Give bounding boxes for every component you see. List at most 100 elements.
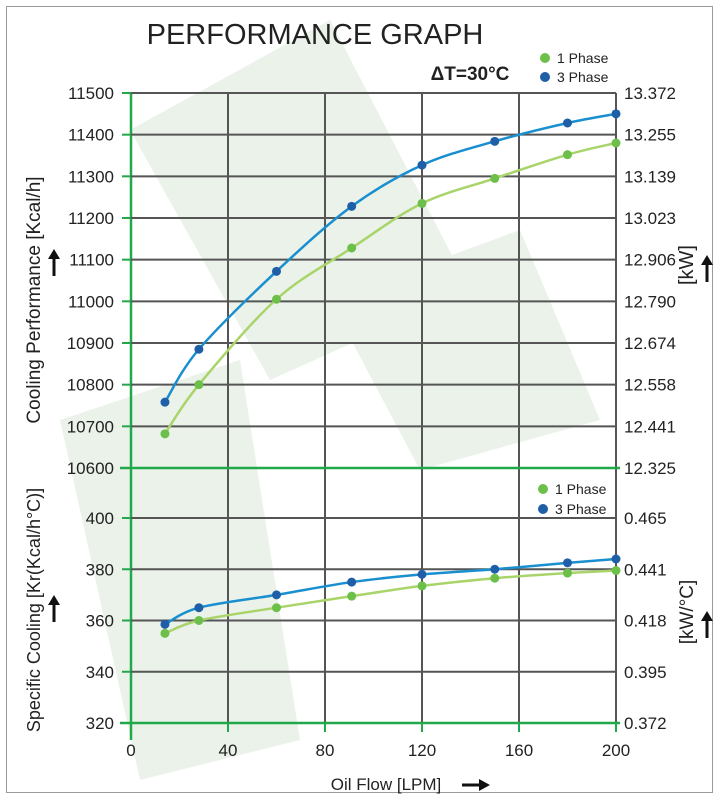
y-tick-label: 11200 bbox=[68, 209, 114, 228]
cooling-phase3-point bbox=[490, 136, 500, 146]
cooling-phase1-point bbox=[194, 380, 204, 390]
cooling-phase3-point bbox=[272, 266, 281, 276]
y-tick-label: 10800 bbox=[67, 376, 114, 395]
bottom-right-axis-title: [kW/°C] bbox=[677, 580, 698, 645]
x-axis-title: Oil Flow [LPM] bbox=[331, 775, 442, 794]
watermark-band-3 bbox=[330, 230, 600, 470]
y-tick-label: 11500 bbox=[68, 84, 114, 103]
cooling-phase3-point bbox=[611, 109, 621, 119]
legend-bottom-phase1-marker bbox=[538, 484, 548, 494]
x-tick-label: 200 bbox=[602, 741, 630, 760]
y-tick-label: 10600 bbox=[67, 459, 114, 478]
specific-phase3-point bbox=[417, 569, 427, 579]
legend-top-phase3-marker bbox=[540, 72, 550, 82]
legend-bottom-phase3-marker bbox=[538, 504, 548, 514]
cooling-phase1-point bbox=[611, 138, 621, 148]
cooling-phase3-point bbox=[160, 397, 170, 407]
cooling-phase1-point bbox=[160, 429, 170, 439]
x-tick-label: 120 bbox=[408, 741, 436, 760]
y-tick-label: 340 bbox=[86, 663, 114, 682]
specific-phase3-line bbox=[164, 557, 617, 626]
y-tick-label: 11400 bbox=[68, 126, 114, 145]
x-tick-label: 40 bbox=[219, 741, 238, 760]
y-right-tick-label: 12.441 bbox=[624, 417, 676, 436]
y-right-tick-label: 0.418 bbox=[624, 612, 667, 631]
y-tick-label: 10700 bbox=[67, 417, 114, 436]
specific-phase3-point bbox=[563, 558, 572, 568]
specific-phase1-point bbox=[563, 568, 572, 578]
cooling-phase1-point bbox=[347, 243, 357, 253]
specific-phase3-point bbox=[160, 619, 170, 629]
up-arrow-icon bbox=[701, 611, 713, 638]
specific-phase3-point bbox=[490, 564, 500, 574]
y-right-tick-label: 12.674 bbox=[624, 334, 676, 353]
cooling-phase3-point bbox=[417, 160, 427, 170]
specific-phase1-point bbox=[347, 591, 357, 601]
legend-bottom-phase3-label: 3 Phase bbox=[555, 501, 607, 517]
right-arrow-icon bbox=[462, 779, 490, 791]
y-right-tick-label: 12.790 bbox=[624, 292, 676, 311]
cooling-phase3-line bbox=[163, 112, 617, 403]
bottom-left-axis-title: Specific Cooling [Kr(Kcal/h°C)] bbox=[24, 488, 44, 732]
y-tick-label: 320 bbox=[86, 714, 114, 733]
arrow-icons bbox=[48, 249, 713, 791]
y-right-tick-label: 13.255 bbox=[624, 126, 676, 145]
x-tick-label: 160 bbox=[505, 741, 533, 760]
specific-phase1-point bbox=[160, 628, 170, 638]
y-tick-label: 360 bbox=[86, 612, 114, 631]
y-tick-label: 10900 bbox=[67, 334, 114, 353]
specific-phase1-point bbox=[417, 581, 427, 591]
top-left-axis-title: Cooling Performance [Kcal/h] bbox=[24, 176, 45, 423]
specific-phase3-point bbox=[194, 603, 204, 613]
legend-bottom: 1 Phase 3 Phase bbox=[538, 481, 607, 517]
up-arrow-icon bbox=[48, 595, 60, 622]
cooling-phase1-line bbox=[163, 141, 617, 435]
cooling-phase1-point bbox=[272, 294, 281, 304]
y-tick-label: 380 bbox=[86, 560, 114, 579]
y-right-tick-label: 12.906 bbox=[624, 251, 676, 270]
y-right-tick-label: 0.465 bbox=[624, 509, 667, 528]
specific-phase3-point bbox=[272, 590, 281, 600]
up-arrow-icon bbox=[701, 255, 713, 282]
x-tick-label: 0 bbox=[126, 741, 135, 760]
cooling-phase3-point bbox=[194, 344, 204, 354]
legend-top: 1 Phase 3 Phase bbox=[540, 50, 609, 85]
y-tick-label: 11000 bbox=[68, 292, 114, 311]
y-tick-label: 400 bbox=[86, 509, 114, 528]
specific-phase3-point bbox=[611, 554, 621, 564]
x-tick-label: 80 bbox=[316, 741, 335, 760]
legend-top-phase1-marker bbox=[540, 53, 550, 63]
specific-phase3-point bbox=[347, 577, 357, 587]
y-right-tick-label: 12.325 bbox=[624, 459, 676, 478]
series bbox=[160, 109, 621, 638]
delta-t-label: ΔT=30°C bbox=[431, 64, 510, 85]
cooling-phase3-point bbox=[347, 201, 357, 211]
y-right-tick-label: 13.372 bbox=[624, 84, 676, 103]
specific-phase1-point bbox=[272, 603, 281, 613]
cooling-phase1-point bbox=[490, 173, 500, 183]
cooling-phase3-point bbox=[563, 118, 572, 128]
y-tick-label: 11300 bbox=[68, 167, 114, 186]
specific-phase1-line bbox=[164, 569, 617, 635]
y-right-tick-label: 13.023 bbox=[624, 209, 676, 228]
legend-top-phase1-label: 1 Phase bbox=[557, 50, 609, 66]
y-right-tick-label: 0.395 bbox=[624, 663, 667, 682]
specific-phase1-point bbox=[490, 573, 500, 583]
cooling-phase1-point bbox=[417, 198, 427, 208]
y-right-tick-label: 13.139 bbox=[624, 167, 676, 186]
cooling-phase1-point bbox=[563, 150, 572, 160]
specific-phase1-point bbox=[611, 566, 621, 576]
y-right-tick-label: 0.372 bbox=[624, 714, 667, 733]
grid bbox=[120, 92, 620, 740]
y-right-tick-label: 0.441 bbox=[624, 560, 667, 579]
y-tick-label: 11100 bbox=[69, 251, 114, 270]
legend-top-phase3-label: 3 Phase bbox=[557, 69, 609, 85]
up-arrow-icon bbox=[48, 249, 60, 276]
legend-bottom-phase1-label: 1 Phase bbox=[555, 481, 607, 497]
y-right-tick-label: 12.558 bbox=[624, 376, 676, 395]
top-right-axis-title: [kW] bbox=[676, 245, 698, 285]
tick-labels: 11500 13.372 11400 13.255 11300 13.139 11200 13… bbox=[67, 84, 676, 760]
specific-phase1-point bbox=[194, 616, 204, 625]
page-title: PERFORMANCE GRAPH bbox=[147, 19, 484, 51]
